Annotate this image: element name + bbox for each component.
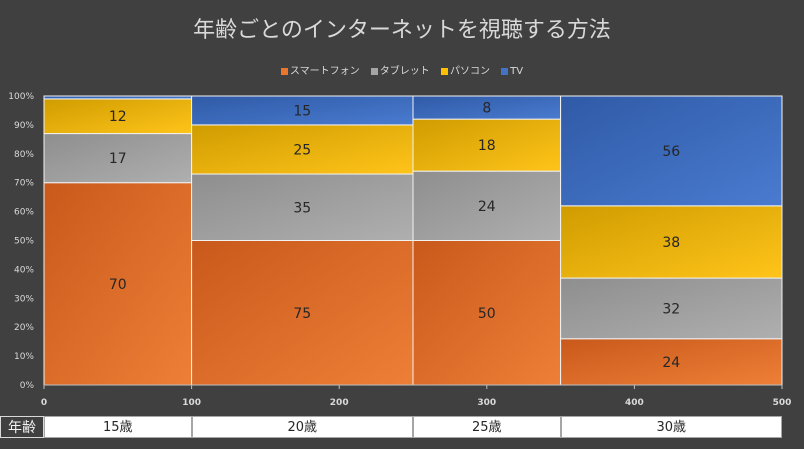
- x-tick-label: 500: [773, 398, 792, 408]
- age-cell: 15歳: [44, 416, 192, 438]
- y-tick-label: 70%: [14, 179, 34, 189]
- data-label: 12: [109, 109, 127, 125]
- data-label: 50: [478, 306, 496, 322]
- mekko-segment: [191, 240, 414, 386]
- data-label: 8: [482, 101, 491, 117]
- legend-item: スマートフォン: [280, 62, 360, 77]
- data-label: 38: [662, 235, 680, 251]
- legend-swatch: [280, 67, 288, 75]
- y-tick-label: 80%: [14, 150, 34, 160]
- mekko-segment: [191, 124, 414, 175]
- legend-item: タブレット: [370, 62, 430, 77]
- age-cell: 30歳: [560, 416, 782, 438]
- age-table-header: 年齢: [0, 416, 44, 438]
- data-label: 17: [109, 151, 127, 167]
- data-label: 70: [109, 277, 127, 293]
- legend: スマートフォン タブレット パソコン TV: [0, 62, 804, 77]
- mekko-segment: [560, 205, 783, 279]
- x-tick-label: 400: [625, 398, 644, 408]
- mekko-segment: [412, 170, 562, 241]
- chart-title: 年齢ごとのインターネットを視聴する方法: [193, 18, 611, 43]
- age-cell: 20歳: [191, 416, 413, 438]
- data-label: 32: [662, 301, 680, 317]
- y-tick-label: 90%: [14, 121, 34, 131]
- data-label: 18: [478, 138, 496, 154]
- mekko-segment: [560, 95, 783, 207]
- age-cell: 25歳: [413, 416, 561, 438]
- y-tick-label: 10%: [14, 352, 34, 362]
- data-label: 35: [293, 200, 311, 216]
- y-tick-label: 100%: [8, 92, 34, 102]
- legend-label: スマートフォン: [289, 66, 360, 77]
- x-tick-label: 100: [182, 398, 201, 408]
- y-tick-label: 20%: [14, 323, 34, 333]
- y-tick-label: 50%: [14, 237, 34, 247]
- data-label: 24: [478, 199, 496, 215]
- x-tick-label: 300: [477, 398, 496, 408]
- y-tick-label: 60%: [14, 208, 34, 218]
- legend-label: パソコン: [449, 66, 490, 77]
- legend-item: パソコン: [440, 62, 490, 77]
- x-tick-label: 0: [41, 398, 47, 408]
- legend-swatch: [440, 67, 448, 75]
- x-tick-label: 200: [330, 398, 349, 408]
- legend-swatch: [501, 67, 509, 75]
- age-table: 年齢 15歳 20歳 25歳 30歳: [0, 416, 782, 438]
- legend-item: TV: [501, 66, 523, 77]
- mekko-segment: [43, 182, 193, 386]
- legend-label: タブレット: [379, 66, 430, 77]
- data-label: 56: [662, 144, 680, 160]
- data-label: 75: [293, 306, 311, 322]
- data-label: 24: [662, 355, 680, 371]
- legend-label: TV: [510, 66, 524, 77]
- mekko-segment: [560, 338, 783, 386]
- mekko-segment: [43, 95, 193, 100]
- data-label: 15: [293, 103, 311, 119]
- mekko-segment: [412, 118, 562, 172]
- y-tick-label: 0%: [20, 381, 35, 391]
- data-label: 25: [293, 142, 311, 158]
- y-tick-label: 40%: [14, 265, 34, 275]
- mekko-segment: [191, 95, 414, 126]
- legend-swatch: [370, 67, 378, 75]
- y-tick-label: 30%: [14, 294, 34, 304]
